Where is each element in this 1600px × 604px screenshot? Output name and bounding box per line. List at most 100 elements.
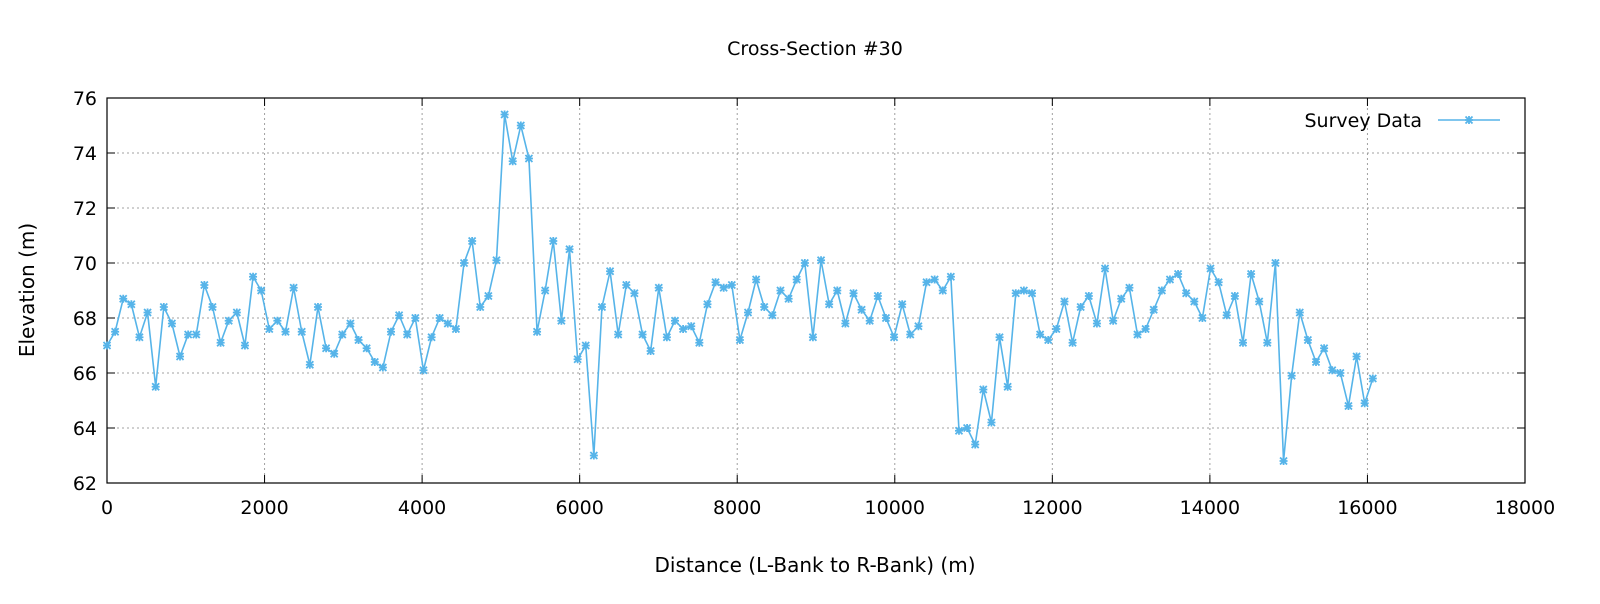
x-axis-label: Distance (L-Bank to R-Bank) (m) xyxy=(654,553,975,577)
data-point xyxy=(102,341,112,350)
data-point xyxy=(605,267,615,276)
data-point xyxy=(1003,382,1012,391)
data-point xyxy=(492,256,501,265)
x-tick-label: 2000 xyxy=(240,497,288,519)
data-point xyxy=(1100,264,1110,273)
data-point xyxy=(411,313,420,323)
data-point xyxy=(184,330,193,339)
data-point xyxy=(248,272,258,281)
grid xyxy=(107,98,1525,483)
data-point xyxy=(281,327,290,336)
data-point xyxy=(719,283,728,292)
data-point xyxy=(370,357,379,367)
data-point xyxy=(549,236,558,246)
x-tick-label: 18000 xyxy=(1495,497,1555,519)
data-point xyxy=(1295,308,1304,317)
data-point xyxy=(1336,368,1345,378)
data-point xyxy=(695,338,704,347)
data-point xyxy=(1052,324,1061,334)
data-point xyxy=(1044,335,1053,345)
x-tick-label: 16000 xyxy=(1337,497,1397,519)
data-point xyxy=(289,283,298,292)
data-point xyxy=(1263,338,1272,347)
data-point xyxy=(216,338,225,347)
data-point xyxy=(898,300,907,309)
data-point xyxy=(930,275,939,284)
data-point xyxy=(1027,289,1037,298)
data-point xyxy=(378,363,388,372)
data-point xyxy=(192,330,201,339)
data-point xyxy=(784,294,793,303)
data-point xyxy=(403,330,412,339)
data-point xyxy=(110,327,120,336)
data-point xyxy=(541,286,550,295)
x-tick-label: 8000 xyxy=(713,497,761,519)
data-point xyxy=(662,333,672,342)
data-point xyxy=(1287,371,1296,380)
data-point xyxy=(273,316,282,325)
data-point xyxy=(435,313,444,323)
data-point xyxy=(768,311,777,320)
data-point xyxy=(524,154,534,163)
x-tick-label: 4000 xyxy=(398,497,446,519)
data-point xyxy=(962,423,972,433)
data-point xyxy=(476,302,485,312)
data-point xyxy=(1206,264,1215,273)
data-point xyxy=(581,341,590,350)
data-point xyxy=(760,302,769,312)
y-tick-label: 74 xyxy=(73,143,97,165)
data-point xyxy=(1141,324,1150,334)
legend-label: Survey Data xyxy=(1305,110,1423,132)
data-point xyxy=(703,300,712,309)
data-point xyxy=(532,327,542,336)
data-point xyxy=(224,316,233,325)
data-point xyxy=(987,418,996,427)
data-point xyxy=(841,319,850,328)
data-point xyxy=(1311,357,1321,367)
data-point xyxy=(816,256,826,265)
data-point xyxy=(1011,289,1020,298)
data-point xyxy=(573,355,582,364)
data-point xyxy=(557,316,566,325)
data-point xyxy=(1125,283,1134,292)
data-point xyxy=(330,349,339,358)
data-point xyxy=(354,335,363,345)
data-point xyxy=(175,352,185,361)
data-point xyxy=(971,440,980,449)
data-point xyxy=(1035,330,1045,339)
data-point xyxy=(484,291,493,301)
data-point xyxy=(1238,338,1248,347)
data-point xyxy=(1368,374,1377,383)
data-point xyxy=(1255,297,1264,306)
y-tick-label: 70 xyxy=(73,253,97,275)
data-point xyxy=(1328,366,1337,375)
axis-ticks: 0 2000 4000 6000 8000 10000 12000 14000 16000 180… xyxy=(73,88,1555,519)
data-point xyxy=(906,330,915,339)
data-point xyxy=(419,366,428,375)
data-point xyxy=(1303,335,1313,345)
series-survey-data xyxy=(102,110,1377,466)
y-tick-label: 66 xyxy=(73,363,97,385)
data-point xyxy=(167,319,177,328)
plot-border xyxy=(106,97,1526,484)
data-point xyxy=(670,316,680,325)
data-point xyxy=(1173,269,1183,279)
y-tick-label: 72 xyxy=(73,198,97,220)
data-point xyxy=(889,333,899,342)
data-point xyxy=(881,313,891,323)
data-point xyxy=(151,382,160,391)
data-point xyxy=(500,110,509,119)
data-point xyxy=(200,280,209,290)
data-point xyxy=(857,305,866,314)
data-point xyxy=(1271,258,1280,268)
data-point xyxy=(1222,311,1231,320)
data-point xyxy=(313,302,323,312)
data-point xyxy=(1190,297,1199,306)
data-point xyxy=(946,272,956,281)
data-point xyxy=(127,300,136,309)
y-axis-label: Elevation (m) xyxy=(15,223,39,357)
data-point xyxy=(508,157,517,166)
data-point xyxy=(338,330,347,339)
data-point xyxy=(800,258,809,268)
